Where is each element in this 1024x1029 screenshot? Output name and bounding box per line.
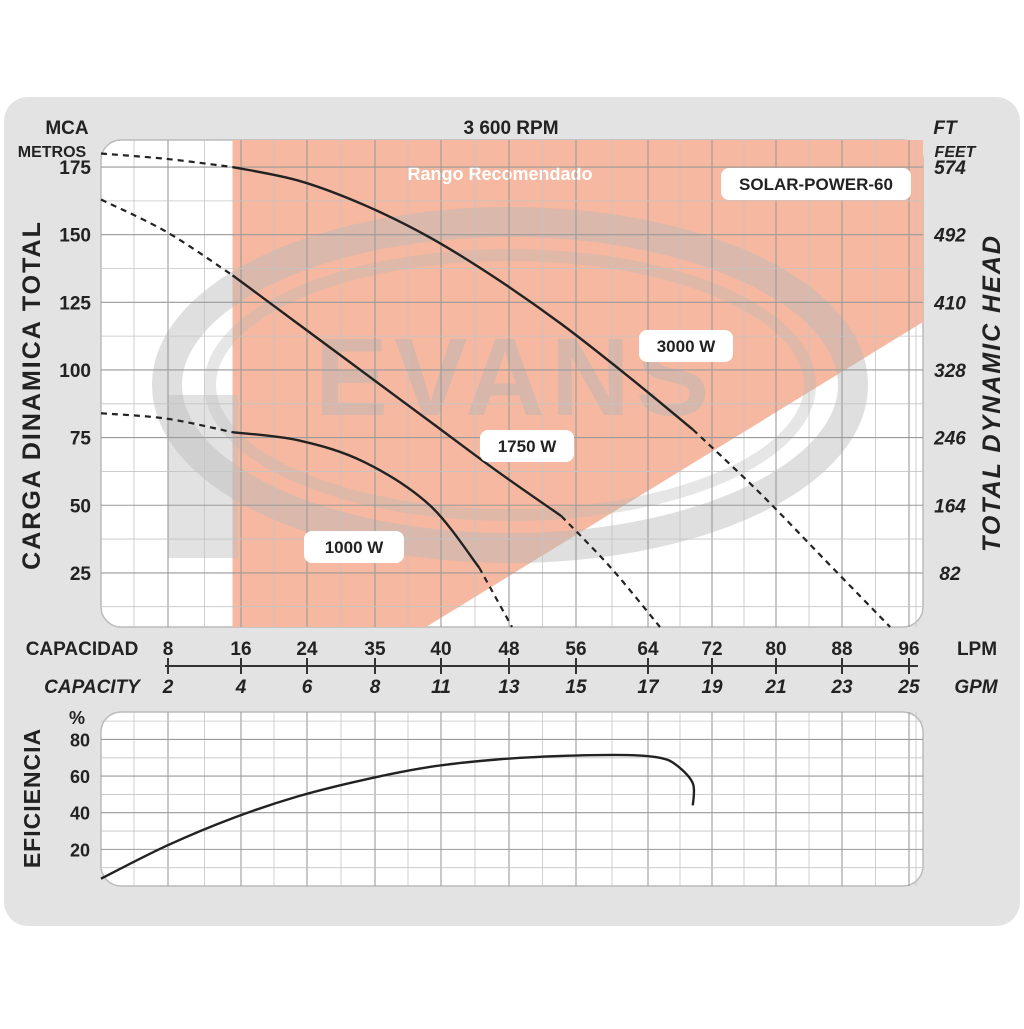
curve-3000w-dashed-start <box>100 152 233 169</box>
x-tick-label-lpm: 40 <box>430 639 451 660</box>
y-tick-label-left: 125 <box>59 293 91 314</box>
y-tick-label-left: 50 <box>70 496 91 517</box>
curve-1750w-dashed-end <box>560 515 661 628</box>
x-tick-label-lpm: 48 <box>498 639 519 660</box>
x-tick-label-gpm: 15 <box>565 677 587 698</box>
curve-1000w-dashed-start <box>100 412 233 434</box>
curve-label-1000w: 1000 W <box>304 531 404 563</box>
chart-title: 3 600 RPM <box>463 118 558 139</box>
x-tick-label-lpm: 88 <box>831 639 852 660</box>
watermark-ellipse-outer <box>152 207 868 563</box>
x-tick-label-gpm: 13 <box>498 677 520 698</box>
model-label: SOLAR-POWER-60 <box>721 168 911 200</box>
curve-1000w-dashed-end <box>478 566 513 628</box>
curve-label-1000w-box <box>304 531 404 563</box>
x-tick-label-gpm: 23 <box>830 677 853 698</box>
top-right-unit-2: FEET <box>935 144 977 161</box>
watermark-ellipse-inner <box>204 249 816 521</box>
x-tick-label-lpm: 8 <box>163 639 174 660</box>
curve-1000w <box>232 431 481 569</box>
top-left-unit-2: METROS <box>18 144 87 161</box>
x-axis-title-gpm: CAPACITY <box>44 677 142 698</box>
x-tick-label-gpm: 11 <box>431 677 451 698</box>
x-tick-label-lpm: 16 <box>230 639 251 660</box>
curve-label-3000w-box <box>639 330 733 362</box>
y-tick-label-right: 82 <box>939 564 961 585</box>
x-axis-title-lpm: CAPACIDAD <box>26 639 139 660</box>
y-axis-title-right: TOTAL DYNAMIC HEAD <box>978 234 1006 552</box>
x-tick-label-lpm: 96 <box>898 639 919 660</box>
efficiency-axis-title: EFICIENCIA <box>19 728 45 868</box>
curve-1750w <box>231 274 563 518</box>
curve-label-1000w-text: 1000 W <box>325 538 385 557</box>
y-tick-label-left: 175 <box>59 158 91 179</box>
x-tick-label-gpm: 6 <box>302 677 313 698</box>
x-tick-label-gpm: 25 <box>897 677 920 698</box>
y-tick-label-left: 100 <box>59 361 91 382</box>
curve-1750w-dashed-start <box>100 198 234 277</box>
x-tick-label-lpm: 72 <box>701 639 722 660</box>
eff-y-tick-label: 20 <box>70 840 90 860</box>
x-axis-unit-lpm: LPM <box>957 639 997 660</box>
efficiency-unit: % <box>69 708 85 728</box>
x-axis-unit-gpm: GPM <box>954 677 998 698</box>
curve-3000w <box>232 165 694 431</box>
x-tick-label-gpm: 21 <box>764 677 786 698</box>
efficiency-plot-background <box>100 711 924 887</box>
x-tick-label-gpm: 2 <box>162 677 174 698</box>
head-plot: Rango Recomendado EVANS SOLAR-POWER-6030… <box>100 140 923 628</box>
x-tick-label-lpm: 35 <box>364 639 386 660</box>
y-tick-label-left: 75 <box>70 429 92 450</box>
y-tick-label-left: 25 <box>70 564 92 585</box>
y-tick-label-right: 574 <box>934 158 966 179</box>
x-tick-label-gpm: 4 <box>235 677 247 698</box>
efficiency-curve <box>100 753 696 880</box>
y-tick-label-right: 410 <box>933 293 966 314</box>
top-left-unit-1: MCA <box>45 118 89 139</box>
x-tick-label-lpm: 24 <box>296 639 318 660</box>
model-label-text: SOLAR-POWER-60 <box>739 175 893 194</box>
curve-label-3000w-text: 3000 W <box>657 337 717 356</box>
curve-label-1750w: 1750 W <box>480 430 574 462</box>
y-tick-label-left: 150 <box>59 226 91 247</box>
x-tick-label-gpm: 8 <box>370 677 381 698</box>
curve-label-1750w-text: 1750 W <box>498 437 558 456</box>
y-tick-label-right: 492 <box>933 226 966 247</box>
x-tick-label-lpm: 80 <box>765 639 786 660</box>
y-axis-title-left: CARGA DINAMICA TOTAL <box>18 220 46 570</box>
curve-label-1750w-box <box>480 430 574 462</box>
recommended-range-label: Rango Recomendado <box>407 164 592 184</box>
model-label-box <box>721 168 911 200</box>
eff-y-tick-label: 40 <box>70 804 90 824</box>
y-tick-label-right: 328 <box>934 361 966 382</box>
y-tick-label-right: 246 <box>933 429 966 450</box>
y-tick-label-right: 164 <box>934 496 966 517</box>
x-tick-label-gpm: 17 <box>637 677 660 698</box>
eff-y-tick-label: 80 <box>70 730 90 750</box>
x-tick-label-lpm: 64 <box>637 639 659 660</box>
top-right-unit-1: FT <box>933 118 958 139</box>
curve-3000w-dashed-end <box>692 428 891 628</box>
watermark-band <box>168 395 238 558</box>
curve-label-3000w: 3000 W <box>639 330 733 362</box>
eff-y-tick-label: 60 <box>70 767 90 787</box>
x-tick-label-gpm: 19 <box>701 677 723 698</box>
x-tick-label-lpm: 56 <box>565 639 586 660</box>
